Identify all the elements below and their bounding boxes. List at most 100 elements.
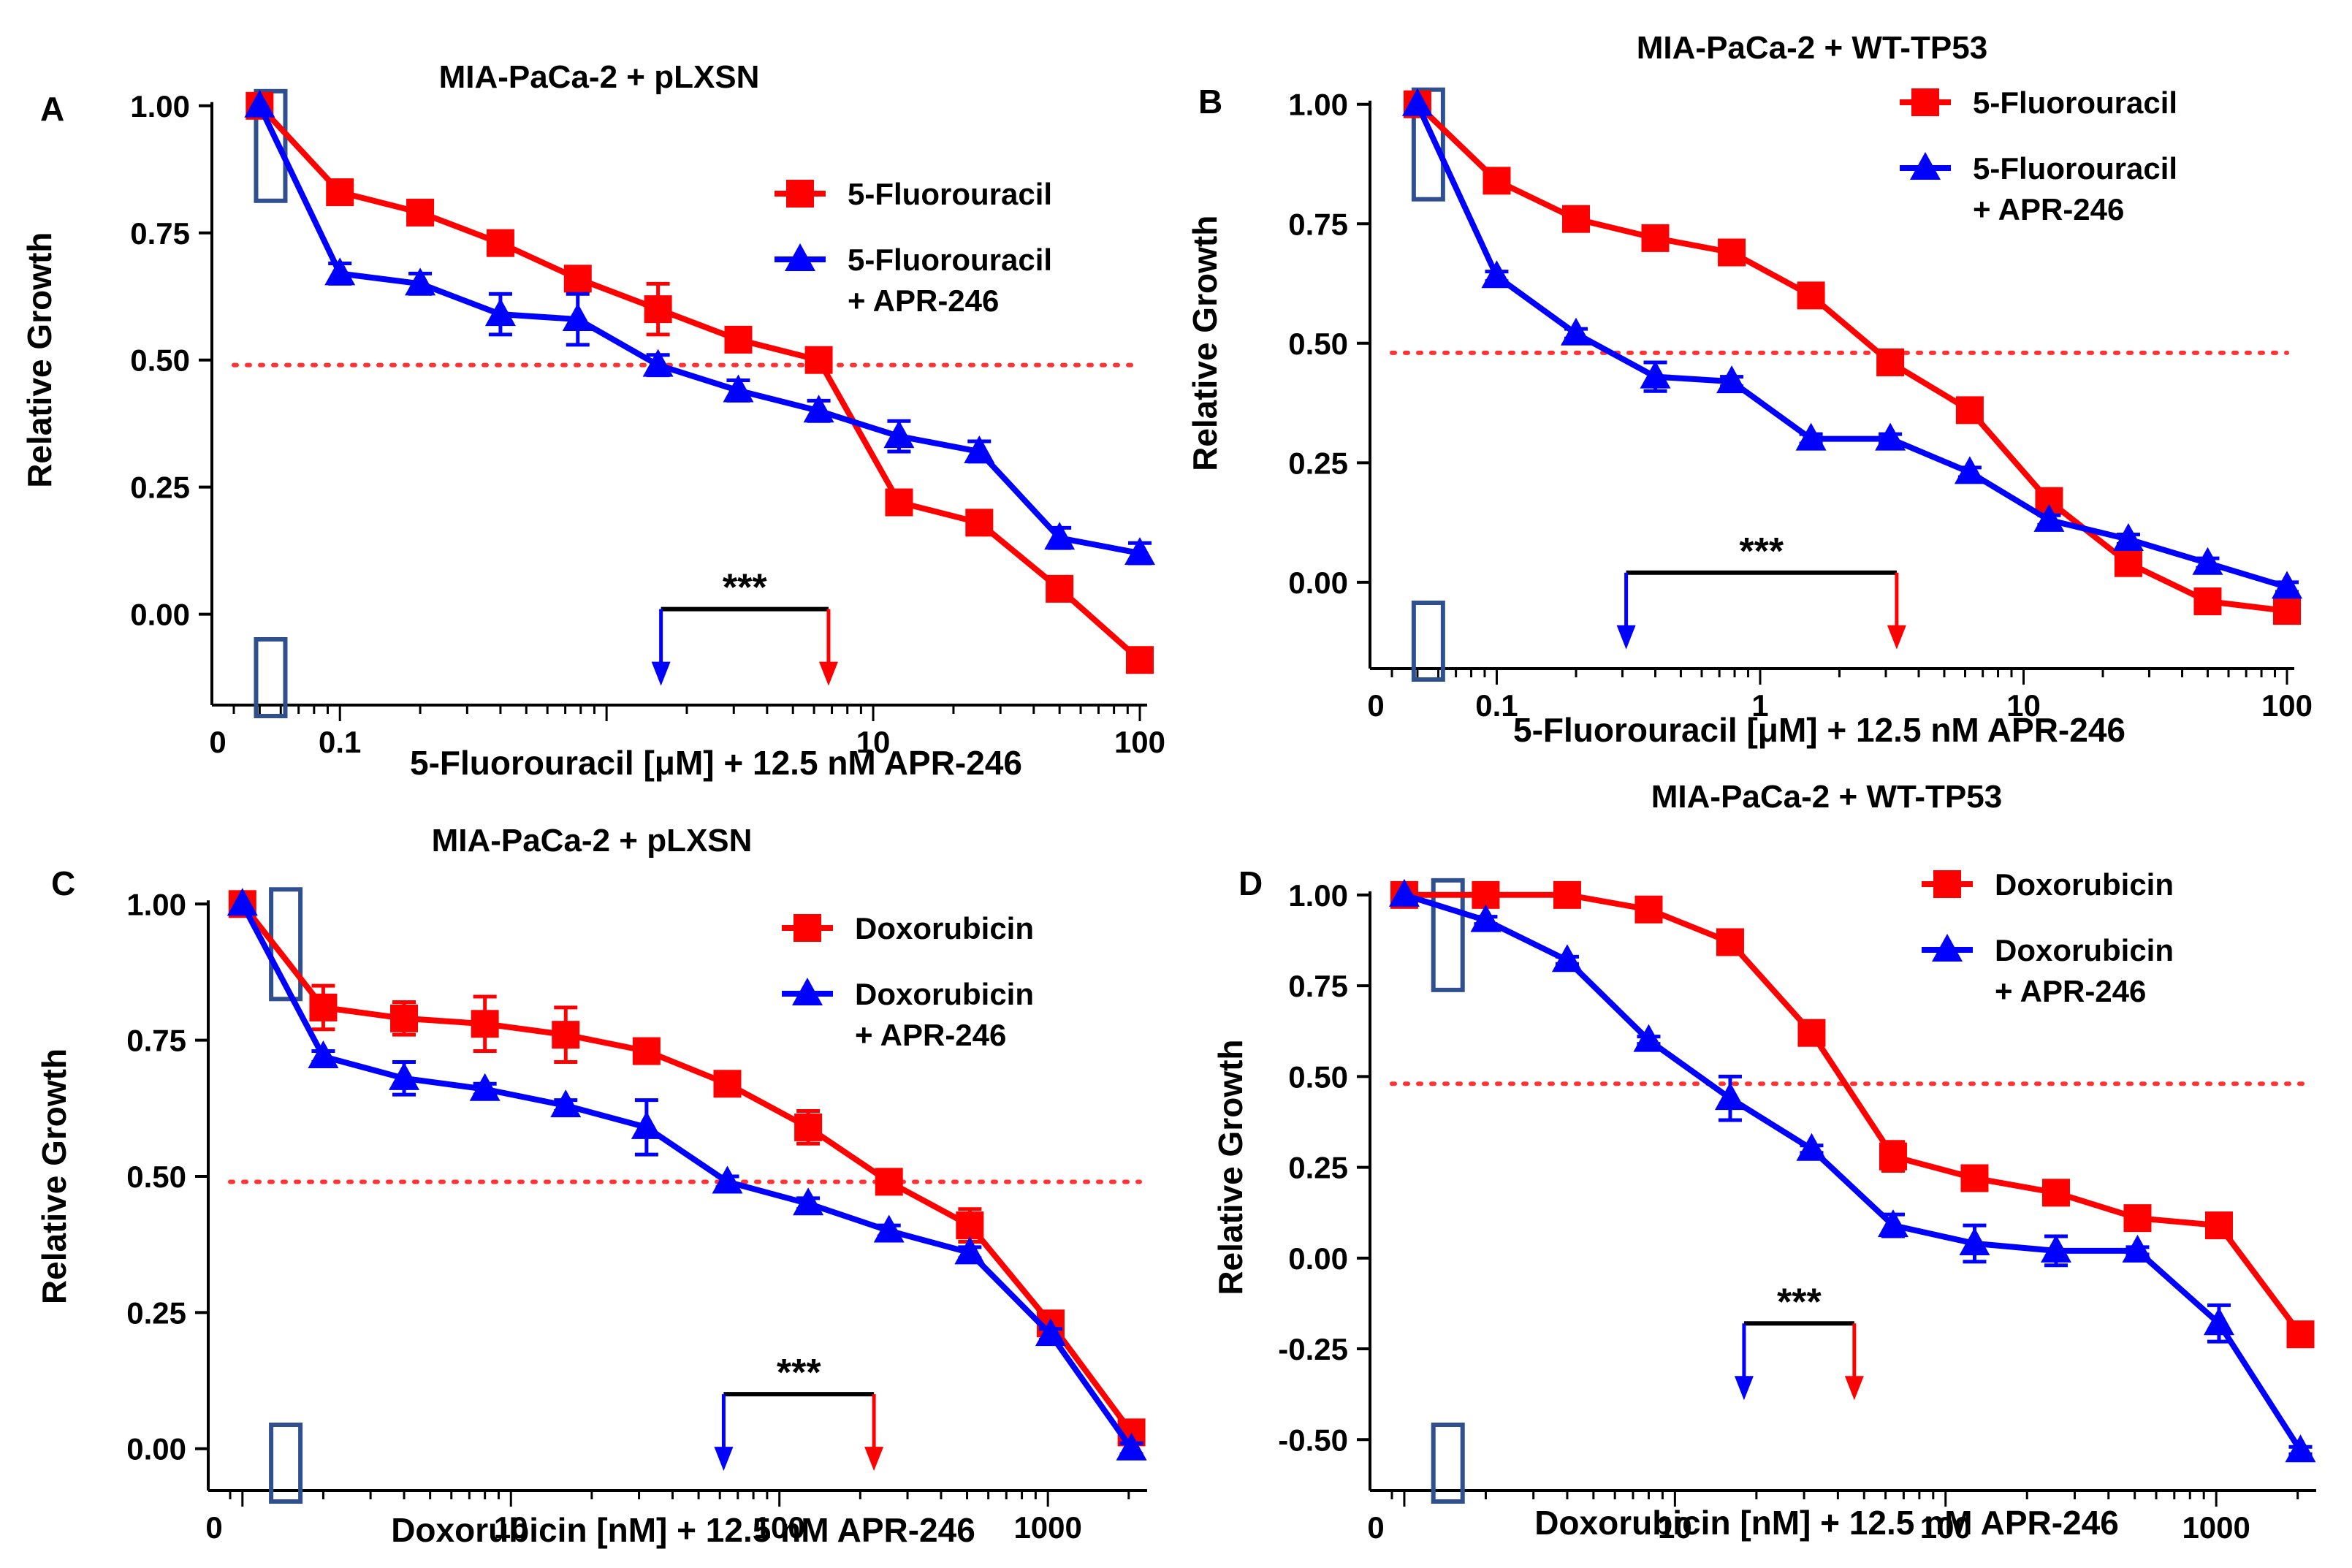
panel-a: MIA-PaCa-2 + pLXSN A 1.00 0.75 0.50 0.25 0.00 R… — [20, 59, 1165, 782]
data-point-triangle — [1035, 1318, 1066, 1347]
data-point-triangle — [723, 374, 754, 403]
data-point-triangle — [484, 298, 516, 327]
data-point-triangle — [1470, 904, 1502, 932]
data-point-square — [390, 1004, 419, 1032]
y-tick-label: 1.00 — [130, 89, 190, 123]
x-tick-label: 0.1 — [1475, 688, 1518, 723]
data-point-triangle — [954, 1236, 986, 1265]
data-point-triangle — [324, 257, 356, 286]
x-tick-label: 100 — [1920, 1510, 1971, 1545]
y-tick-label: 0.50 — [126, 1160, 186, 1194]
y-tick-label: 0.25 — [130, 471, 190, 505]
y-tick-label: 0.25 — [1288, 1151, 1348, 1185]
data-point-square — [644, 295, 672, 324]
legend-triangle — [1910, 152, 1941, 180]
data-point-triangle — [2040, 1234, 2071, 1263]
significance-label: *** — [723, 567, 767, 609]
panel-b: MIA-PaCa-2 + WT-TP53 B 1.00 0.75 0.50 0.25 0.0… — [1186, 30, 2313, 749]
legend-triangle — [785, 243, 815, 271]
legend-square — [1933, 870, 1961, 898]
x-axis-label: 5-Fluorouracil [μM] + 12.5 nM APR-246 — [1513, 711, 2125, 749]
data-point-triangle — [873, 1214, 905, 1243]
legend-label: 5-Fluorouracil — [1973, 151, 2177, 186]
data-point-triangle — [883, 420, 915, 449]
x-zero-tick-label: 0 — [1367, 688, 1384, 723]
x-tick-label: 0.1 — [319, 725, 361, 759]
legend-label: Doxorubicin — [1995, 933, 2174, 967]
arrowhead-red — [1887, 625, 1906, 650]
legend-label: Doxorubicin — [855, 977, 1034, 1011]
data-point-square — [1797, 281, 1825, 310]
data-point-square — [552, 1021, 580, 1049]
legend-label: 5-Fluorouracil — [848, 243, 1052, 277]
y-axis-label: Relative Growth — [35, 1048, 73, 1304]
arrowhead-blue — [714, 1447, 734, 1472]
series-line-blue — [1415, 103, 2288, 590]
arrowhead-blue — [1734, 1376, 1754, 1401]
axis-break-marker-bottom — [269, 1423, 303, 1504]
x-tick-label: 10 — [856, 725, 891, 759]
data-point-triangle — [712, 1165, 743, 1194]
axis-break-marker-bottom — [1431, 1423, 1465, 1504]
data-point-triangle — [2285, 1434, 2316, 1463]
data-point-triangle — [2192, 547, 2223, 575]
panel-d: MIA-PaCa-2 + WT-TP53 D 1.00 0.75 0.50 0.25 0.0… — [1211, 779, 2316, 1545]
data-point-triangle — [1877, 1209, 1908, 1238]
x-axis-label: Doxorubicin [nM] + 12.5 nM APR-246 — [391, 1511, 975, 1549]
data-point-triangle — [562, 303, 593, 332]
axis-break-marker-bottom — [1411, 601, 1445, 682]
data-point-square — [486, 229, 514, 257]
panel-label: A — [40, 90, 64, 128]
data-point-square — [804, 346, 833, 374]
legend-label: 5-Fluorouracil — [1973, 85, 2177, 120]
data-point-triangle — [2112, 523, 2144, 551]
y-tick-label: -0.25 — [1278, 1332, 1348, 1366]
data-point-triangle — [389, 1062, 420, 1090]
y-tick-label: 0.00 — [1288, 566, 1348, 600]
chart-title: MIA-PaCa-2 + pLXSN — [439, 59, 760, 95]
chart-title: MIA-PaCa-2 + pLXSN — [432, 823, 753, 859]
legend-triangle — [792, 978, 823, 1005]
axis-break-marker-top — [1431, 878, 1465, 992]
data-point-square — [794, 1113, 823, 1141]
y-tick-label: 0.00 — [1288, 1241, 1348, 1276]
arrowhead-red — [1844, 1376, 1864, 1401]
data-point-square — [875, 1168, 903, 1196]
data-point-triangle — [1560, 317, 1591, 346]
data-point-triangle — [2203, 1307, 2234, 1336]
y-tick-label: 0.00 — [126, 1432, 186, 1466]
data-point-triangle — [1388, 878, 1420, 907]
data-point-triangle — [1116, 1432, 1147, 1461]
x-tick-label: 1000 — [2182, 1510, 2250, 1545]
y-tick-label: 0.50 — [130, 343, 190, 378]
data-point-square — [1716, 928, 1744, 956]
data-point-triangle — [2033, 503, 2065, 532]
series-line-blue — [1403, 891, 2303, 1453]
legend-square — [1911, 88, 1939, 116]
x-axis-label: Doxorubicin [nM] + 12.5 nM APR-246 — [1534, 1504, 2119, 1542]
legend-triangle — [1932, 934, 1963, 962]
data-point-square — [1483, 167, 1511, 195]
data-point-square — [563, 264, 592, 293]
data-point-triangle — [550, 1089, 582, 1118]
y-tick-label: 0.75 — [1288, 969, 1348, 1003]
data-point-triangle — [1401, 88, 1433, 116]
data-point-triangle — [227, 888, 258, 916]
data-point-triangle — [1044, 522, 1076, 550]
y-tick-label: 0.75 — [1288, 207, 1348, 241]
data-point-triangle — [1875, 422, 1906, 451]
data-point-square — [1879, 1142, 1907, 1171]
data-point-triangle — [1795, 422, 1827, 451]
y-axis-label: Relative Growth — [1186, 216, 1224, 471]
x-zero-tick-label: 0 — [205, 1510, 222, 1545]
x-tick-label: 10 — [494, 1510, 528, 1545]
data-point-square — [885, 488, 913, 517]
arrowhead-red — [818, 661, 838, 686]
data-point-square — [965, 509, 994, 537]
data-point-triangle — [642, 349, 674, 377]
data-point-triangle — [469, 1073, 501, 1101]
data-point-square — [2273, 597, 2301, 625]
y-tick-label: 0.50 — [1288, 1059, 1348, 1094]
data-point-square — [1718, 238, 1746, 267]
panel-c: MIA-PaCa-2 + pLXSN C 1.00 0.75 0.50 0.25 0.00 R… — [35, 823, 1147, 1549]
